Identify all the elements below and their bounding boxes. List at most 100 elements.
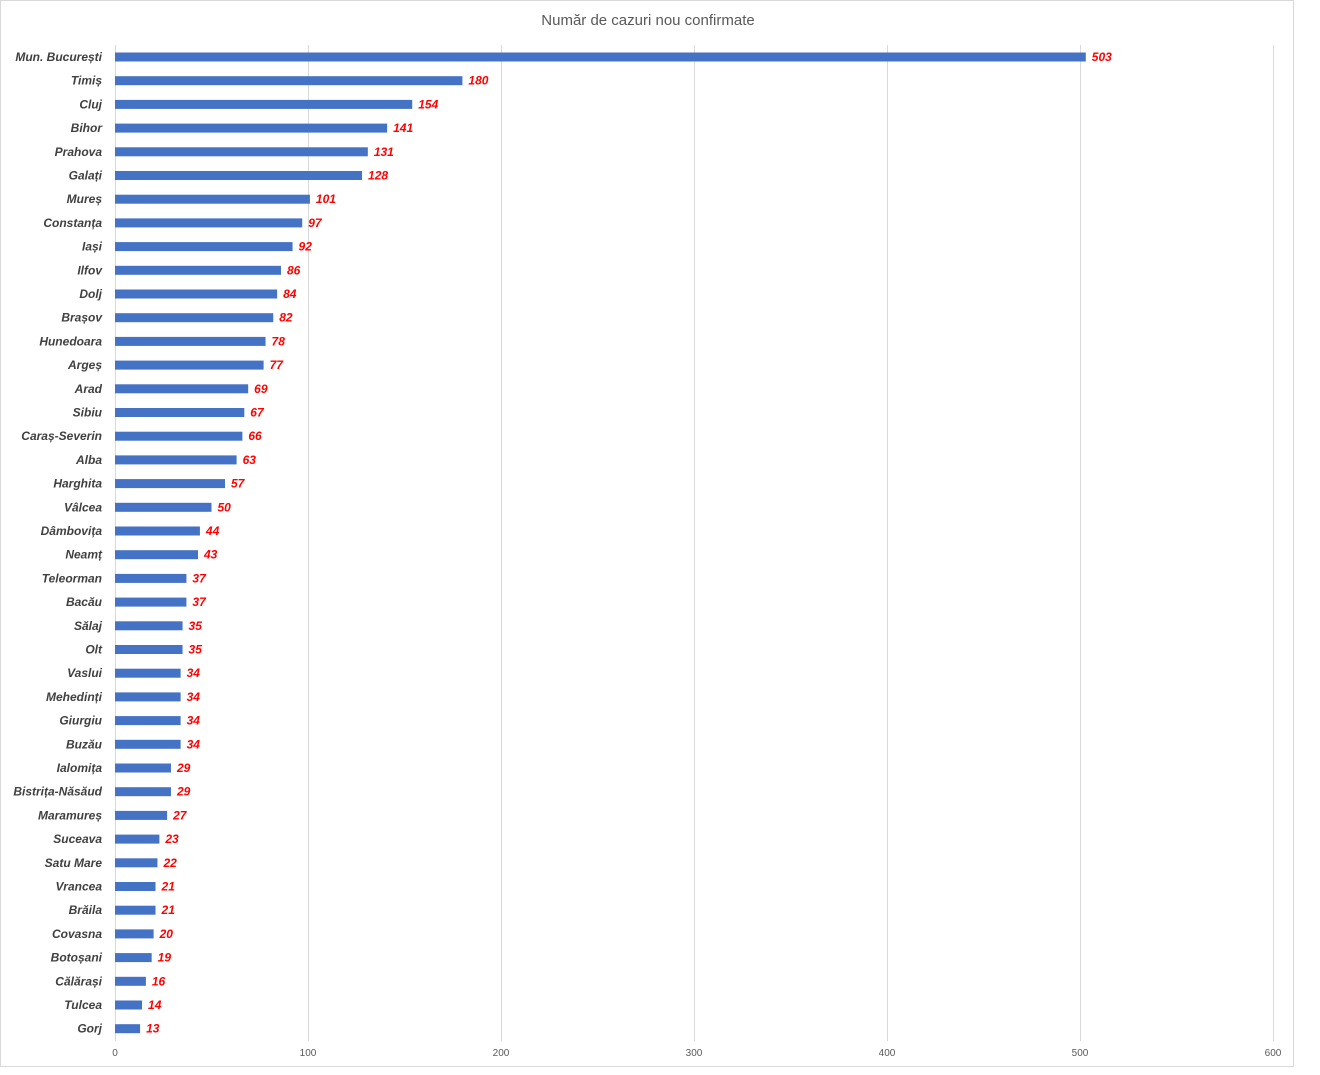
x-tick-label: 500 <box>1072 1048 1089 1059</box>
bar <box>115 52 1086 62</box>
category-label: Arad <box>74 382 103 396</box>
data-label: 13 <box>146 1022 160 1036</box>
category-label: Mun. București <box>15 50 102 64</box>
bar <box>115 99 413 109</box>
category-label: Vrancea <box>56 880 103 894</box>
category-label: Alba <box>75 453 102 467</box>
bar <box>115 218 303 228</box>
x-tick-label: 600 <box>1265 1048 1282 1059</box>
category-label: Brașov <box>61 311 103 325</box>
bar <box>115 905 156 915</box>
bar <box>115 834 160 844</box>
category-label: Timiș <box>71 74 102 88</box>
data-label: 34 <box>187 690 201 704</box>
data-label: 82 <box>279 311 293 325</box>
data-label: 43 <box>203 548 218 562</box>
data-label: 86 <box>287 263 301 277</box>
category-label: Suceava <box>53 832 102 846</box>
category-label: Argeș <box>67 358 102 372</box>
x-tick-label: 300 <box>686 1048 703 1059</box>
data-label: 22 <box>162 856 177 870</box>
data-label: 503 <box>1092 50 1112 64</box>
category-label: Constanța <box>43 216 102 230</box>
data-label: 35 <box>189 643 203 657</box>
data-label: 35 <box>189 619 203 633</box>
data-label: 66 <box>248 429 262 443</box>
chart-frame: Număr de cazuri nou confirmate Mun. Bucu… <box>0 0 1294 1067</box>
category-label: Maramureș <box>38 808 102 822</box>
bar-chart: Număr de cazuri nou confirmate Mun. Bucu… <box>13 12 1282 1059</box>
category-label: Buzău <box>66 737 103 751</box>
data-label: 84 <box>283 287 297 301</box>
x-axis-tick-labels: 0 100 200 300 400 500 600 <box>112 1048 1282 1059</box>
category-label: Dolj <box>79 287 102 301</box>
category-label: Caraș-Severin <box>21 429 102 443</box>
bar <box>115 1000 143 1010</box>
data-label: 92 <box>299 240 313 254</box>
category-label: Bacău <box>66 595 103 609</box>
bar <box>115 621 183 631</box>
category-label: Mureș <box>67 192 103 206</box>
bar <box>115 123 388 133</box>
bar <box>115 929 154 939</box>
data-label: 69 <box>254 382 268 396</box>
data-label: 21 <box>161 903 176 917</box>
category-label: Vâlcea <box>64 500 102 514</box>
bar <box>115 171 363 180</box>
bar <box>115 858 158 868</box>
category-label: Gorj <box>77 1022 102 1036</box>
bar <box>115 360 264 370</box>
bar <box>115 763 171 773</box>
chart-title: Număr de cazuri nou confirmate <box>541 12 754 29</box>
x-tick-label: 400 <box>879 1048 896 1059</box>
bar <box>115 76 463 86</box>
data-label: 29 <box>176 785 191 799</box>
bar <box>115 147 368 157</box>
bar <box>115 692 181 702</box>
gridlines <box>115 45 1274 1041</box>
bar <box>115 431 243 441</box>
bar <box>115 882 156 891</box>
data-label: 141 <box>393 121 413 135</box>
bar <box>115 408 245 417</box>
bar <box>115 194 310 204</box>
bar <box>115 313 274 323</box>
data-label: 44 <box>205 524 220 538</box>
bar <box>115 976 146 986</box>
category-label: Olt <box>85 643 103 657</box>
category-label: Cluj <box>79 97 102 111</box>
category-label: Vaslui <box>67 666 103 680</box>
bar <box>115 479 226 489</box>
bar <box>115 550 198 560</box>
bar <box>115 455 237 465</box>
data-label: 37 <box>192 571 207 585</box>
data-label: 57 <box>231 477 246 491</box>
bar <box>115 336 266 346</box>
x-tick-label: 0 <box>112 1048 118 1059</box>
category-label: Hunedoara <box>39 334 102 348</box>
bar <box>115 526 200 536</box>
category-label: Călărași <box>55 974 102 988</box>
bar <box>115 810 168 820</box>
data-label: 21 <box>161 880 176 894</box>
data-label: 77 <box>270 358 285 372</box>
category-label: Ilfov <box>77 263 103 277</box>
data-label: 180 <box>468 74 488 88</box>
category-label: Galați <box>69 169 103 183</box>
category-label: Neamț <box>65 548 103 562</box>
x-tick-label: 100 <box>300 1048 317 1059</box>
category-label: Giurgiu <box>59 714 102 728</box>
data-label: 19 <box>158 951 172 965</box>
category-label: Satu Mare <box>45 856 103 870</box>
category-label: Bihor <box>71 121 104 135</box>
data-label: 34 <box>187 666 201 680</box>
data-label: 34 <box>187 714 201 728</box>
category-label: Prahova <box>55 145 103 159</box>
data-label: 63 <box>243 453 257 467</box>
category-label: Teleorman <box>42 571 102 585</box>
category-label: Mehedinți <box>46 690 103 704</box>
data-label: 131 <box>374 145 394 159</box>
bar <box>115 668 181 678</box>
category-label: Ialomița <box>57 761 103 775</box>
